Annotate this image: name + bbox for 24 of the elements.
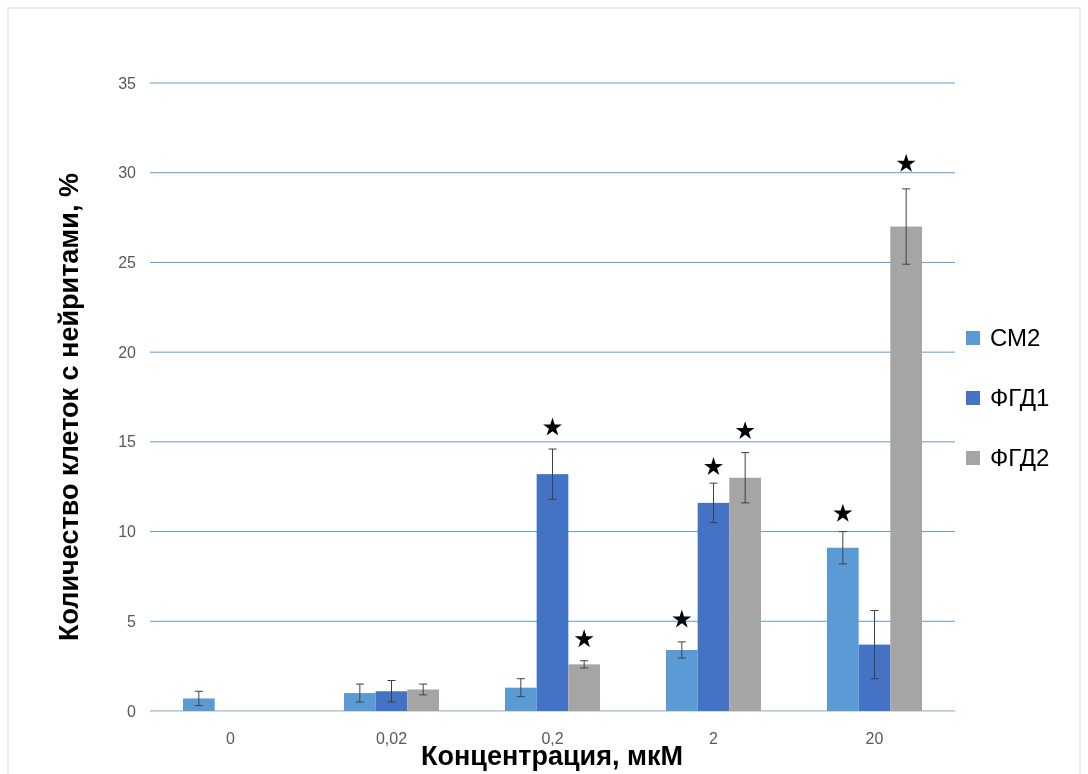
bar <box>407 689 439 711</box>
x-tick-label: 0 <box>226 730 236 748</box>
x-tick-label: 20 <box>865 730 884 748</box>
bar <box>858 644 891 711</box>
bar <box>729 477 761 711</box>
bar <box>536 474 569 711</box>
y-tick-label: 25 <box>118 254 137 272</box>
y-tick-label: 5 <box>127 612 137 630</box>
y-tick-label: 20 <box>118 343 137 361</box>
y-tick-label: 0 <box>127 702 137 720</box>
legend-label: ФГД1 <box>990 384 1050 411</box>
y-tick-label: 30 <box>118 164 137 182</box>
bar <box>697 502 730 711</box>
y-tick-label: 15 <box>118 433 137 451</box>
bar <box>375 691 408 711</box>
legend-label: СМ2 <box>990 324 1041 351</box>
bar <box>890 226 922 711</box>
y-axis-title: Количество клеток с нейритами, % <box>54 173 84 641</box>
x-tick-label: 2 <box>709 730 719 748</box>
y-tick-label: 35 <box>118 74 137 92</box>
x-tick-label: 0,02 <box>375 730 408 748</box>
bar <box>568 664 600 711</box>
y-tick-label: 10 <box>118 523 137 541</box>
legend-label: ФГД2 <box>990 444 1050 471</box>
